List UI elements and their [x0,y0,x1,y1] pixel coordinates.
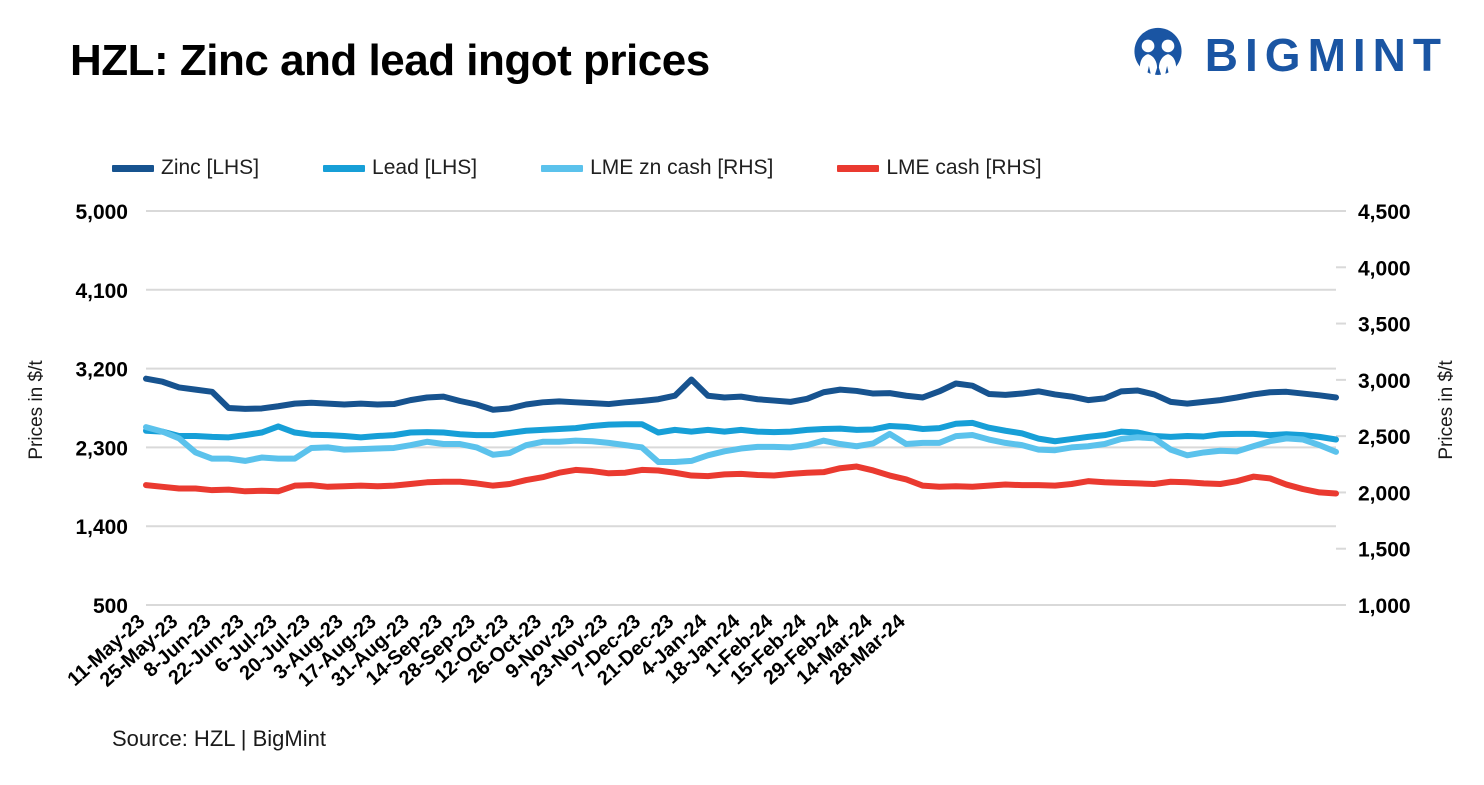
legend-label-lme-cash: LME cash [RHS] [886,156,1042,179]
page-title: HZL: Zinc and lead ingot prices [70,36,710,85]
y-axis-left-tick-label: 1,400 [75,516,128,539]
header: HZL: Zinc and lead ingot prices BIGMINT [0,0,1484,120]
gridlines [146,210,1336,606]
y-axis-right-tick-label: 1,500 [1358,539,1411,562]
series-line [143,375,1339,413]
legend-swatch-zinc [112,164,154,172]
x-axis-ticks: 11-May-2325-May-238-Jun-2322-Jun-236-Jul… [64,610,911,692]
y-axis-left-title: Prices in $/t [26,360,47,460]
y-axis-left-tick-label: 2,300 [75,437,128,460]
y-axis-right-title: Prices in $/t [1436,360,1457,460]
y-axis-right-tick-label: 1,000 [1358,595,1411,618]
y-axis-right-ticks: 1,000 1,500 2,000 2,500 3,000 3,500 4,000 4,500 [1336,201,1411,618]
bigmint-people-circle-icon [1134,27,1182,83]
y-axis-right-tick-label: 2,500 [1358,426,1411,449]
legend-label-lead: Lead [LHS] [372,156,478,179]
source-note: Source: HZL | BigMint [112,726,326,751]
y-axis-right-tick-label: 3,500 [1358,314,1411,337]
y-axis-left-tick-label: 500 [93,595,128,618]
y-axis-left-tick-label: 5,000 [75,201,128,224]
legend-label-lme-zn-cash: LME zn cash [RHS] [590,156,774,179]
y-axis-left-tick-label: 3,200 [75,359,128,382]
legend-item-zinc[interactable]: Zinc [LHS] [112,156,259,180]
y-axis-right-tick-label: 4,000 [1358,257,1411,280]
chart-legend: Zinc [LHS] Lead [LHS] LME zn cash [RHS] … [112,152,1106,184]
legend-item-lme-zn-cash[interactable]: LME zn cash [RHS] [541,156,773,180]
legend-swatch-lme-zn-cash [541,164,584,172]
legend-item-lme-cash[interactable]: LME cash [RHS] [837,156,1042,180]
brand-wordmark: BIGMINT [1204,29,1448,81]
y-axis-left-ticks: 500 1,400 2,300 3,200 4,100 5,000 [75,201,128,618]
series-line [143,419,1339,445]
legend-swatch-lead [323,164,366,172]
legend-swatch-lme-cash [837,164,880,172]
y-axis-right-tick-label: 3,000 [1358,370,1411,393]
series-line [143,463,1339,497]
y-axis-right-tick-label: 4,500 [1358,201,1411,224]
brand-logo: BIGMINT [1129,26,1448,84]
y-axis-right-tick-label: 2,000 [1358,482,1411,505]
series-lines [143,375,1339,497]
y-axis-left-tick-label: 4,100 [75,280,128,303]
legend-item-lead[interactable]: Lead [LHS] [323,156,477,180]
legend-label-zinc: Zinc [LHS] [161,156,260,179]
series-line [143,424,1339,466]
